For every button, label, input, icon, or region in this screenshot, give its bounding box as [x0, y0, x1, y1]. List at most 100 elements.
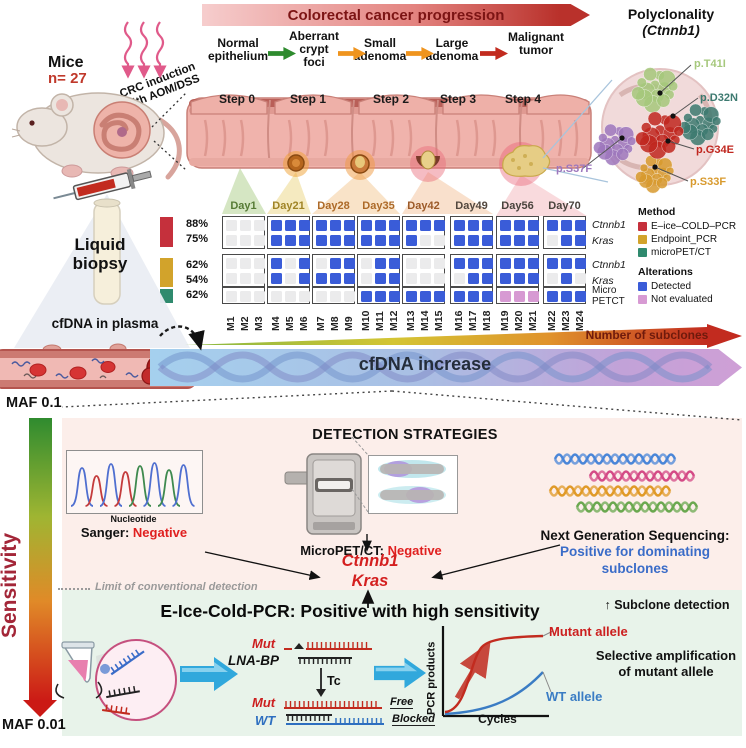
- grid-cell: [388, 257, 400, 269]
- grid-cell: [360, 272, 372, 284]
- grid-cell: [315, 219, 327, 231]
- grid-cell: [481, 234, 493, 246]
- grid-cell: [343, 290, 355, 302]
- legend-method-2: microPET/CT: [638, 247, 744, 258]
- pcr-graph: [441, 626, 554, 718]
- grid-cell: [270, 257, 282, 269]
- mouse-tail: [157, 117, 182, 180]
- grid-cell: [453, 234, 465, 246]
- mut-label-2: Mut: [252, 695, 276, 710]
- grid-cell: [270, 234, 282, 246]
- liquid-biopsy-label: Liquid biopsy: [72, 235, 128, 273]
- ecold-title: E-Ice-Cold-PCR: Positive with high sensi…: [160, 601, 540, 621]
- grid-cell: [560, 219, 572, 231]
- step-label-2: Step 2: [372, 92, 409, 106]
- grid-cell: [329, 234, 341, 246]
- grid-cell: [467, 234, 479, 246]
- lna-strand: [298, 657, 352, 664]
- grid-box: [450, 254, 493, 287]
- grid-cell: [467, 257, 479, 269]
- grid-cell: [527, 257, 539, 269]
- row-gene-3: Kras: [592, 275, 614, 287]
- grid-box: [496, 287, 539, 304]
- grid-cell: [315, 234, 327, 246]
- grid-cell: [433, 219, 445, 231]
- grid-box: [222, 216, 265, 249]
- cycles-label: Cycles: [478, 712, 517, 726]
- grid-box: [402, 216, 445, 249]
- legend-alteration-1: Not evaluated: [638, 294, 744, 305]
- grid-cell: [374, 234, 386, 246]
- row-gene-2: Ctnnb1: [592, 259, 626, 271]
- grid-cell: [270, 272, 282, 284]
- grid-cell: [527, 290, 539, 302]
- stage-label-4: Malignant tumor: [508, 30, 564, 57]
- grid-cell: [433, 290, 445, 302]
- flow-arrow-1: [180, 657, 238, 691]
- day-header-Day21: Day21: [272, 200, 305, 212]
- grid-cell: [374, 219, 386, 231]
- grid-box: [450, 287, 493, 304]
- day-header-Day49: Day49: [455, 200, 488, 212]
- legend-alteration-0: Detected: [638, 281, 744, 292]
- row-pct-3: 54%: [185, 274, 208, 286]
- legend-method-label-0: E–ice–COLD–PCR: [651, 221, 737, 232]
- grid-cell: [270, 290, 282, 302]
- grid-box: [267, 254, 310, 287]
- grid-box: [543, 254, 586, 287]
- grid-cell: [360, 234, 372, 246]
- grid-cell: [546, 234, 558, 246]
- legend-method-list: E–ice–COLD–PCR Endpoint_PCR microPET/CT: [638, 221, 744, 258]
- mutation-label-1: p.D32N: [700, 92, 738, 104]
- grid-cell: [467, 290, 479, 302]
- cfdna-dna-wave: [157, 351, 713, 383]
- grid-cell: [239, 290, 251, 302]
- gene-kras: Kras: [351, 571, 389, 590]
- sanger-result: Sanger: Negative: [55, 525, 213, 540]
- grid-cell: [298, 234, 310, 246]
- grid-cell: [329, 257, 341, 269]
- polyclonality-gene: (Ctnnb1): [642, 22, 700, 39]
- grid-cell: [298, 219, 310, 231]
- grid-cell: [527, 219, 539, 231]
- grid-cell: [433, 257, 445, 269]
- grid-cell: [284, 234, 296, 246]
- mouse-eye: [29, 120, 35, 126]
- cfdna-plasma-label: cfDNA in plasma: [51, 316, 159, 331]
- legend-alterations-title: Alterations: [638, 266, 693, 278]
- grid-cell: [374, 290, 386, 302]
- grid-box: [496, 216, 539, 249]
- legend-method-title: Method: [638, 206, 676, 218]
- legend-alteration-swatch-0: [638, 282, 647, 291]
- mouse-head: [16, 107, 68, 147]
- grid-cell: [388, 219, 400, 231]
- stage-label-1: Aberrant crypt foci: [288, 29, 339, 69]
- grid-cell: [388, 234, 400, 246]
- mut-label-1: Mut: [252, 636, 276, 651]
- grid-box: [357, 254, 400, 287]
- maf-bottom-label: MAF 0.01: [2, 717, 66, 733]
- center-genes: Ctnnb1 Kras: [318, 552, 422, 592]
- grid-cell: [560, 234, 572, 246]
- legend: Method E–ice–COLD–PCR Endpoint_PCR microPE…: [638, 206, 744, 307]
- sanger-peaks: [70, 462, 195, 507]
- grid-cell: [574, 272, 586, 284]
- mutation-label-0: p.T41I: [694, 58, 726, 70]
- grid-cell: [315, 272, 327, 284]
- day-header-Day28: Day28: [317, 200, 350, 212]
- grid-cell: [388, 272, 400, 284]
- stage-label-3: Large adenoma: [425, 36, 479, 63]
- mutant-allele-label: Mutant allele: [549, 624, 628, 639]
- grid-cell: [499, 257, 511, 269]
- grid-cell: [284, 290, 296, 302]
- mouse-illustration: [11, 92, 182, 180]
- subclones-label: Number of subclones: [585, 328, 709, 342]
- grid-cell: [527, 272, 539, 284]
- sensitivity-arrow-tip: [23, 700, 57, 717]
- grid-cell: [270, 219, 282, 231]
- grid-cell: [481, 257, 493, 269]
- selective-amplification-label: Selective amplification of mutant allele: [595, 648, 737, 679]
- grid-box: [402, 254, 445, 287]
- legend-alteration-label-0: Detected: [651, 281, 692, 292]
